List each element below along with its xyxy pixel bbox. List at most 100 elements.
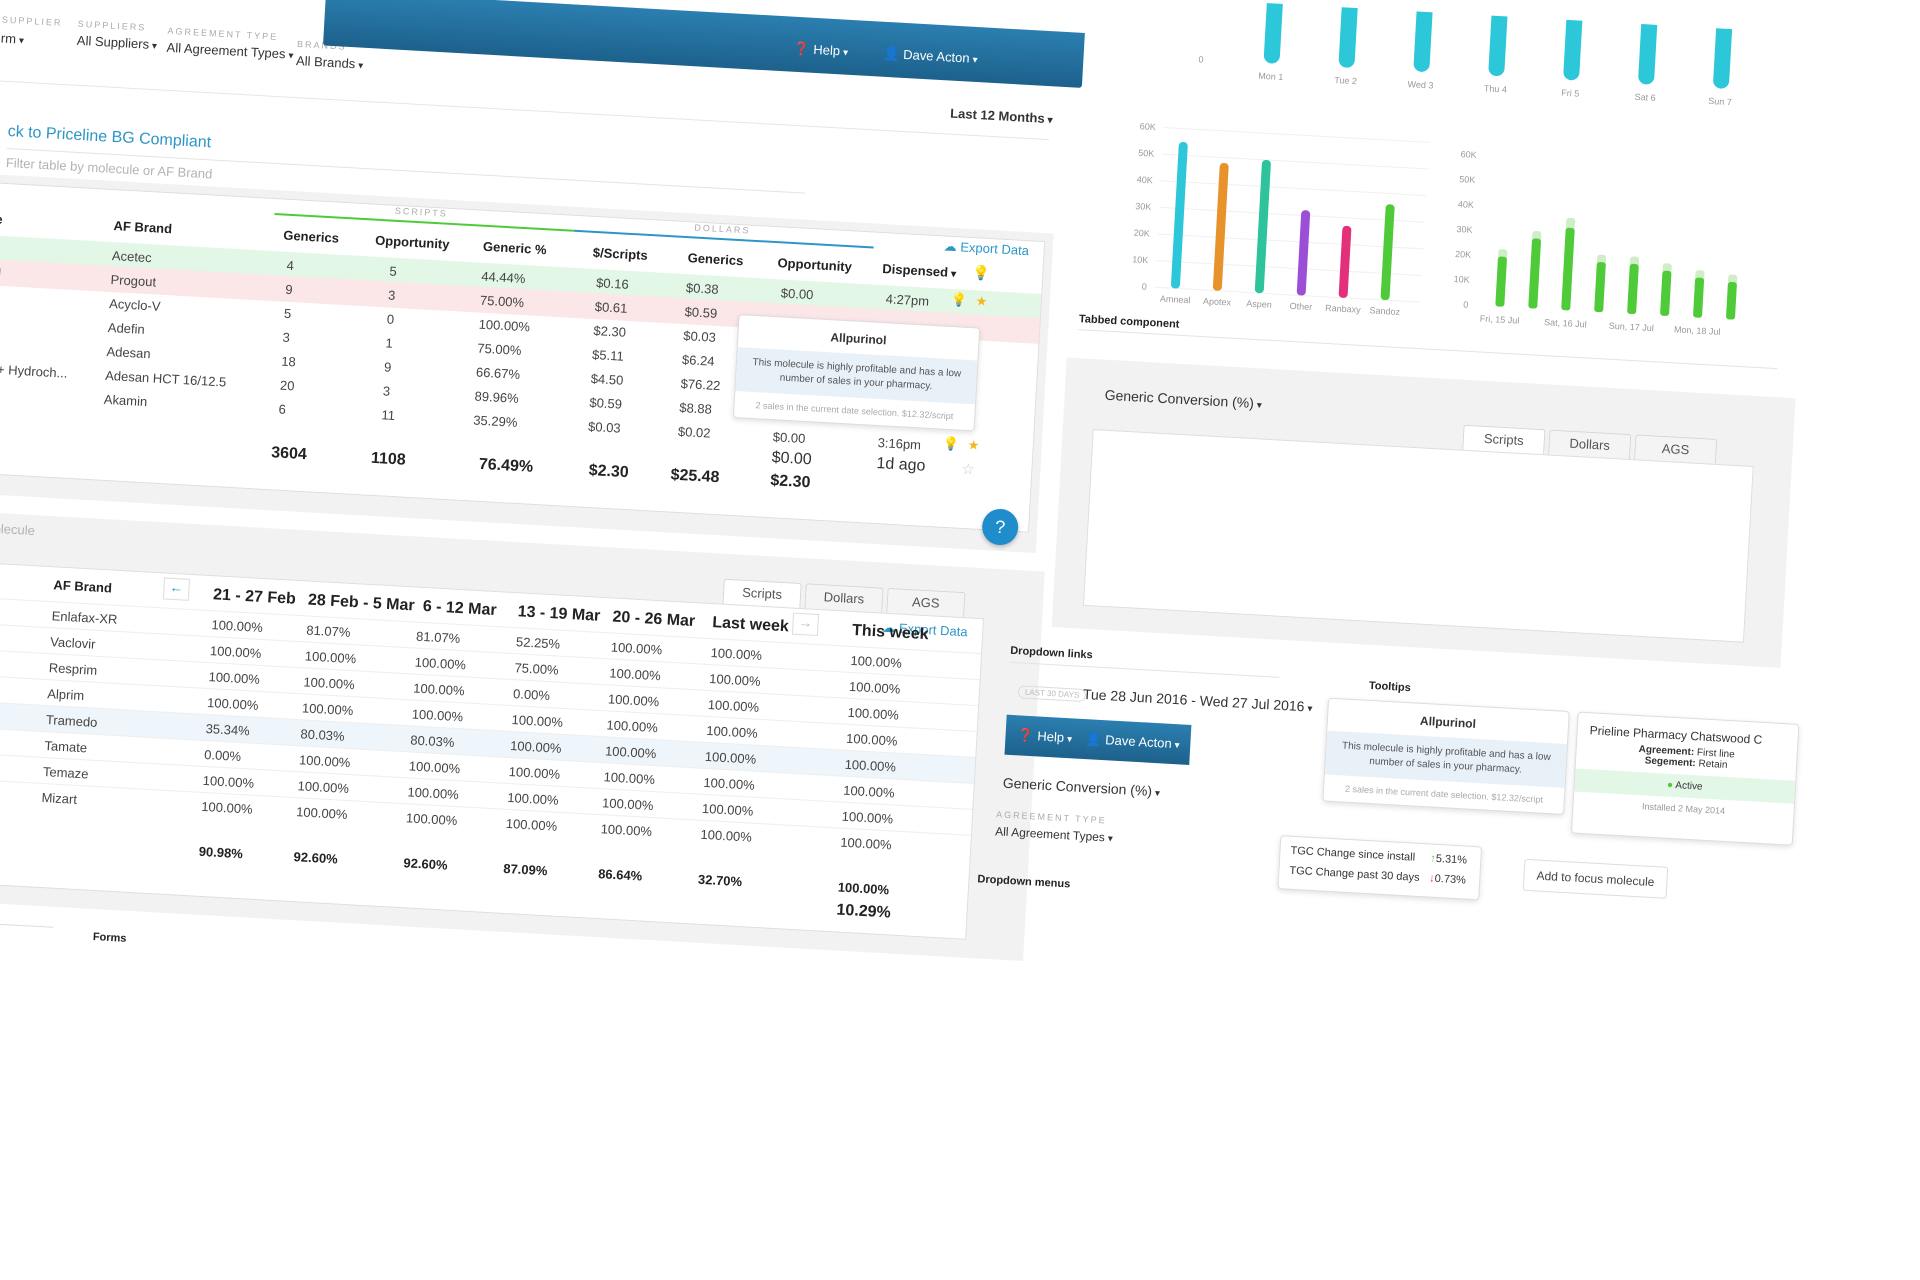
weekly-total: 87.09% xyxy=(502,860,548,879)
add-focus-molecule-button[interactable]: Add to focus molecule xyxy=(1522,858,1669,899)
col-generics[interactable]: Generics xyxy=(282,227,340,246)
cell-week-value: 81.07% xyxy=(415,628,461,647)
bar xyxy=(1263,0,1287,64)
bar xyxy=(1627,263,1639,315)
user-menu-demo[interactable]: 👤 Dave Acton xyxy=(1085,731,1180,752)
cell-generics: 9 xyxy=(284,281,293,298)
col-dispensed[interactable]: Dispensed xyxy=(882,261,957,280)
cell-dgen: $0.03 xyxy=(682,328,717,345)
supplier-dropdown[interactable]: rm xyxy=(1,30,25,46)
x-tick-label: Sun, 17 Jul xyxy=(1609,321,1655,333)
col-dollar-generics[interactable]: Generics xyxy=(687,250,744,269)
cell-week-value: 100.00% xyxy=(700,826,753,845)
cell-generics: 3 xyxy=(282,329,291,346)
col-this-week[interactable]: This week xyxy=(851,621,930,644)
user-icon: 👤 xyxy=(883,45,901,62)
gridline xyxy=(1162,153,1428,170)
col-week-3[interactable]: 6 - 12 Mar xyxy=(422,597,498,620)
cell-dps: $5.11 xyxy=(591,346,625,364)
cell-week-value: 100.00% xyxy=(411,706,464,725)
cell-week-value: 100.00% xyxy=(508,763,561,782)
col-last-week[interactable]: Last week xyxy=(711,614,790,636)
col-week-1[interactable]: 21 - 27 Feb xyxy=(212,586,297,608)
user-menu[interactable]: 👤 Dave Acton xyxy=(883,46,978,67)
col-week-4[interactable]: 13 - 19 Mar xyxy=(517,603,601,625)
cell-week-value: 100.00% xyxy=(505,815,558,834)
cell-dps: $0.16 xyxy=(595,275,630,292)
col-generic-pct[interactable]: Generic % xyxy=(482,238,547,258)
bar xyxy=(1594,262,1606,313)
cell-dps: $0.59 xyxy=(589,394,623,412)
y-tick-label: 50K xyxy=(1459,174,1476,185)
total-dollar-generics: $25.48 xyxy=(670,466,720,487)
suppliers-label: Suppliers xyxy=(77,18,147,33)
cell-brand: Tamate xyxy=(44,738,88,756)
bar xyxy=(1338,0,1362,68)
brands-dropdown[interactable]: All Brands xyxy=(296,53,364,72)
x-tick-label: Mon 1 xyxy=(1258,71,1284,82)
weekly-rows: Enlafax-XR 100.00% 81.07% 81.07% 52.25% 100.0… xyxy=(0,595,982,873)
star-icon[interactable]: ★ xyxy=(967,437,980,453)
y-tick-label: 30K xyxy=(1135,201,1152,212)
tgc-install-label: TGC Change since install xyxy=(1290,844,1416,864)
suppliers-dropdown[interactable]: All Suppliers xyxy=(76,33,157,52)
bar xyxy=(1296,210,1311,296)
date-range-dropdown[interactable]: Tue 28 Jun 2016 - Wed 27 Jul 2016 xyxy=(1083,686,1313,715)
cell-gpct: 75.00% xyxy=(479,292,525,311)
cell-brand: Enlafax-XR xyxy=(51,608,118,627)
cell-week-value: 52.25% xyxy=(515,634,561,652)
col-dollar-scripts[interactable]: $/Scripts xyxy=(592,244,649,263)
cell-generics: 20 xyxy=(279,377,295,394)
cloud-download-icon: ☁ xyxy=(943,238,958,255)
cell-opp: 9 xyxy=(383,359,392,375)
prev-arrow-icon[interactable]: ← xyxy=(162,577,191,601)
x-tick-label: Mon, 18 Jul xyxy=(1674,324,1721,337)
x-tick-label: Ranbaxy xyxy=(1325,303,1362,315)
cell-week-value: 35.34% xyxy=(205,721,251,739)
star-icon[interactable]: ☆ xyxy=(960,460,976,479)
tgc-tooltip: TGC Change since install ↑5.31% TGC Chan… xyxy=(1277,835,1483,901)
cell-week-value: 100.00% xyxy=(844,756,897,775)
cell-dps: $4.50 xyxy=(590,370,624,388)
total-dollar-opportunity: $2.30 xyxy=(769,472,811,492)
gridline xyxy=(1160,180,1427,197)
col-weekly-brand[interactable]: AF Brand xyxy=(53,577,113,596)
back-link[interactable]: ck to Priceline BG Compliant xyxy=(7,123,212,152)
cell-week-value: 100.00% xyxy=(610,639,663,658)
col-af-brand[interactable]: AF Brand xyxy=(113,218,173,237)
cell-week-value: 100.00% xyxy=(303,674,356,693)
tgc-past-number: 0.73% xyxy=(1434,872,1467,887)
weekly-extra-total: 10.29% xyxy=(836,901,892,922)
star-icon[interactable]: ★ xyxy=(975,293,988,309)
export-data-link[interactable]: ☁ Export Data xyxy=(943,238,1029,259)
cell-week-value: 100.00% xyxy=(208,669,261,687)
bar xyxy=(1561,227,1575,311)
cell-week-value: 75.00% xyxy=(514,660,560,678)
x-tick-label: Sun 7 xyxy=(1708,96,1732,107)
cell-week-value: 100.00% xyxy=(841,808,894,827)
period-dropdown[interactable]: Last 12 Months xyxy=(950,106,1053,127)
cell-dgen: $0.02 xyxy=(677,423,711,441)
agreement-type-dropdown[interactable]: All Agreement Types xyxy=(166,40,294,62)
col-week-5[interactable]: 20 - 26 Mar xyxy=(612,608,696,631)
help-menu[interactable]: ❓ Help xyxy=(793,41,848,60)
cell-week-value: 100.00% xyxy=(211,617,264,636)
weekly-filter-input[interactable]: by molecule xyxy=(0,519,36,539)
help-menu-demo[interactable]: ❓ Help xyxy=(1017,727,1072,746)
next-arrow-icon[interactable]: → xyxy=(791,612,820,637)
cell-week-value: 100.00% xyxy=(209,643,262,661)
col-dollar-opportunity[interactable]: Opportunity xyxy=(777,255,853,275)
cell-week-value: 100.00% xyxy=(405,810,458,829)
status-label: Active xyxy=(1675,780,1703,793)
col-week-2[interactable]: 28 Feb - 5 Mar xyxy=(307,591,416,615)
cell-brand: Alprim xyxy=(46,686,85,704)
cell-opp: 0 xyxy=(386,311,395,327)
col-molecule[interactable]: ule xyxy=(0,210,4,227)
tooltip-demo: Allpurinol This molecule is highly profi… xyxy=(1322,697,1570,815)
cell-week-value: 100.00% xyxy=(408,758,461,777)
segment-val: Retain xyxy=(1698,758,1728,771)
cell-week-value: 100.00% xyxy=(295,804,348,823)
x-tick-label: Tue 2 xyxy=(1334,75,1357,86)
col-opportunity[interactable]: Opportunity xyxy=(374,232,450,252)
cell-week-value: 100.00% xyxy=(206,695,259,713)
